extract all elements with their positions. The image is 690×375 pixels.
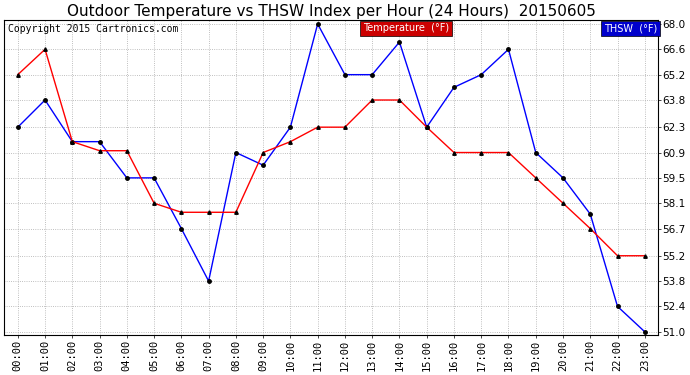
Title: Outdoor Temperature vs THSW Index per Hour (24 Hours)  20150605: Outdoor Temperature vs THSW Index per Ho… — [67, 4, 595, 19]
Text: THSW  (°F): THSW (°F) — [604, 24, 657, 33]
Text: Temperature  (°F): Temperature (°F) — [363, 24, 449, 33]
Text: Copyright 2015 Cartronics.com: Copyright 2015 Cartronics.com — [8, 24, 178, 34]
